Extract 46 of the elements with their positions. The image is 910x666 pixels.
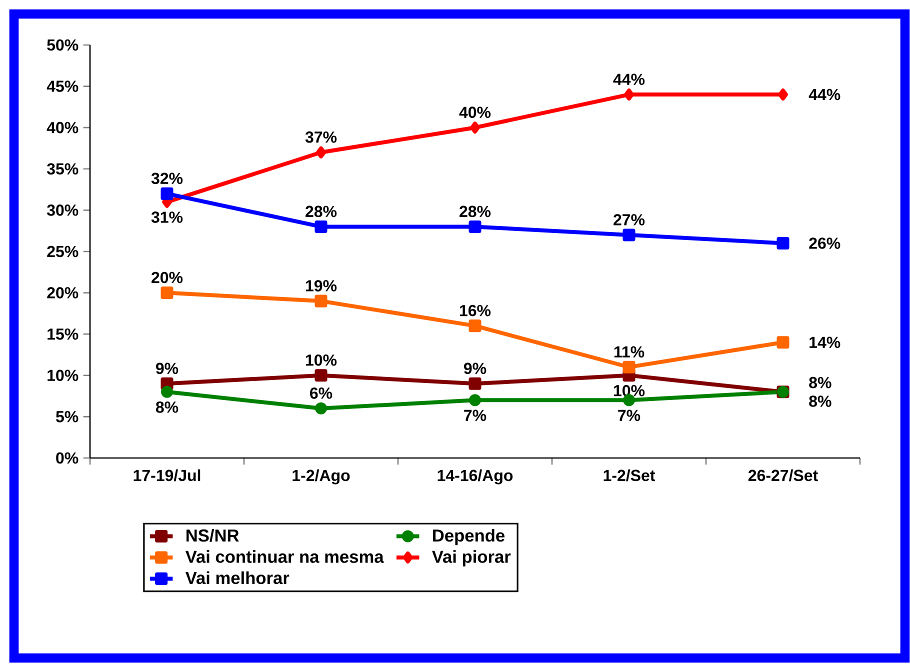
data-label: 44%	[808, 88, 840, 100]
x-tick-label: 17-19/Jul	[134, 469, 200, 482]
data-label: 7%	[464, 410, 486, 422]
data-label: 8%	[156, 402, 178, 413]
x-tick-label: 1-2/Ago	[292, 469, 350, 484]
data-label: 9%	[156, 362, 178, 374]
data-label: 6%	[310, 388, 332, 399]
y-tick-label: 45%	[46, 80, 78, 92]
data-label: 16%	[460, 304, 491, 316]
y-tick-label: 30%	[46, 204, 78, 216]
legend-label: NS/NR	[186, 528, 239, 542]
data-label: 8%	[809, 376, 832, 388]
data-label: 31%	[151, 212, 183, 223]
y-tick-label: 0%	[56, 452, 78, 464]
x-tick-label: 14-16/Ago	[438, 469, 513, 484]
data-label: 8%	[809, 396, 832, 407]
data-label: 28%	[460, 206, 491, 218]
y-tick-label: 40%	[46, 122, 78, 134]
legend-label: Vai piorar	[432, 550, 511, 566]
legend-label: Vai melhorar	[185, 571, 290, 584]
data-label: 32%	[151, 172, 183, 184]
y-tick-label: 35%	[46, 163, 78, 175]
y-tick-label: 5%	[56, 411, 78, 422]
data-label: 7%	[618, 410, 640, 422]
data-label: 10%	[306, 354, 337, 366]
x-tick-label: 1-2/Set	[604, 469, 656, 482]
data-label: 27%	[614, 214, 645, 226]
y-tick-label: 25%	[47, 246, 78, 258]
y-tick-label: 20%	[47, 287, 78, 298]
legend-label: Depende	[433, 528, 505, 546]
data-label: 14%	[810, 336, 840, 348]
data-label: 20%	[152, 272, 183, 284]
legend-label: Vai continuar na mesma	[185, 550, 384, 563]
y-tick-label: 15%	[48, 328, 78, 340]
data-label: 44%	[613, 74, 645, 85]
data-label: 37%	[305, 131, 337, 143]
data-label: 19%	[306, 280, 337, 292]
data-label: 28%	[306, 206, 337, 218]
y-tick-label: 10%	[48, 370, 78, 382]
data-label: 11%	[614, 346, 644, 358]
data-label: 40%	[459, 106, 491, 118]
x-tick-label: 26-27/Set	[748, 469, 818, 482]
data-label: 9%	[464, 362, 486, 374]
data-label: 26%	[809, 238, 840, 249]
data-label: 10%	[614, 384, 645, 396]
y-tick-label: 50%	[47, 39, 78, 51]
